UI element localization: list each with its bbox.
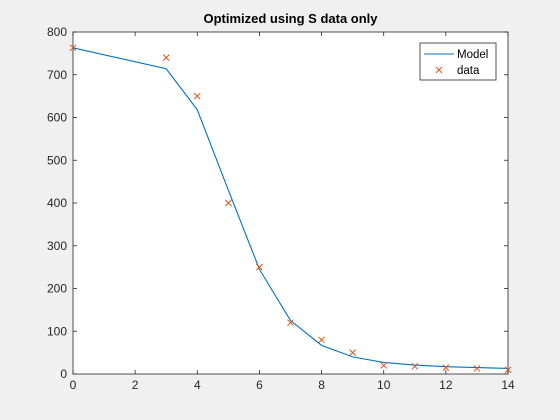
x-tick-label: 6: [256, 378, 263, 392]
legend-swatch-data: [435, 66, 443, 74]
data-point: [380, 362, 388, 369]
data-point: [411, 362, 419, 370]
series-model: [72, 47, 509, 369]
legend-label: data: [457, 65, 480, 77]
y-tick-label: 100: [47, 324, 67, 338]
y-tick-label: 700: [47, 68, 67, 82]
x-tick-label: 2: [132, 378, 139, 392]
legend-box: [419, 42, 497, 81]
data-point: [162, 54, 170, 62]
chart-title: Optimized using S data only: [203, 11, 378, 26]
data-point: [193, 92, 201, 100]
x-tick-label: 8: [318, 378, 325, 392]
y-tick-label: 0: [60, 367, 67, 381]
data-point: [69, 44, 77, 52]
model-line: [72, 47, 509, 369]
series-layer: [69, 44, 512, 374]
plot-area: [73, 32, 508, 374]
y-tick-label: 300: [47, 239, 67, 253]
data-point: [473, 365, 481, 372]
y-tick-label: 400: [47, 196, 67, 210]
legend: Model data: [419, 42, 497, 81]
data-point: [256, 263, 263, 271]
data-point: [442, 364, 450, 371]
data-point: [287, 319, 294, 327]
x-tick-label: 14: [501, 378, 515, 392]
data-point: [318, 336, 325, 344]
y-tick-label: 200: [47, 282, 67, 296]
legend-label: Model: [457, 49, 488, 61]
axes: 0 2 4 6 8 10 12 14 0 100 200 300 400 500 600 700 800: [47, 25, 515, 392]
x-tick-label: 4: [194, 378, 201, 392]
data-point: [504, 366, 512, 374]
x-tick-label: 10: [377, 378, 391, 392]
data-point: [349, 349, 356, 356]
x-tick-label: 12: [439, 378, 453, 392]
data-point: [225, 199, 232, 207]
y-tick-label: 500: [47, 153, 67, 167]
y-tick-label: 800: [47, 25, 67, 39]
series-data: [69, 44, 512, 374]
y-tick-label: 600: [47, 111, 67, 125]
x-tick-label: 0: [70, 378, 77, 392]
